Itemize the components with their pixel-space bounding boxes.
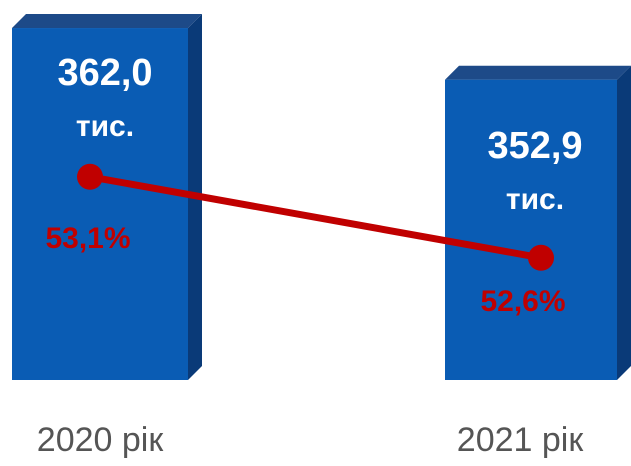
- value-label: 352,9: [487, 125, 582, 167]
- percent-label: 52,6%: [480, 285, 565, 318]
- line: [89, 173, 542, 262]
- x-tick-label: 2020 рік: [37, 421, 165, 459]
- bar: [12, 28, 188, 381]
- bar-side: [617, 65, 631, 381]
- unit-label: тис.: [506, 183, 564, 216]
- unit-label: тис.: [76, 110, 134, 143]
- bar-top: [12, 14, 202, 29]
- bar: [445, 79, 617, 381]
- line-point: [528, 244, 554, 271]
- value-label: 362,0: [57, 52, 152, 94]
- bar-top: [445, 65, 631, 80]
- x-tick-label: 2021 рік: [457, 421, 585, 459]
- line-point: [77, 163, 103, 190]
- percent-label: 53,1%: [45, 222, 130, 255]
